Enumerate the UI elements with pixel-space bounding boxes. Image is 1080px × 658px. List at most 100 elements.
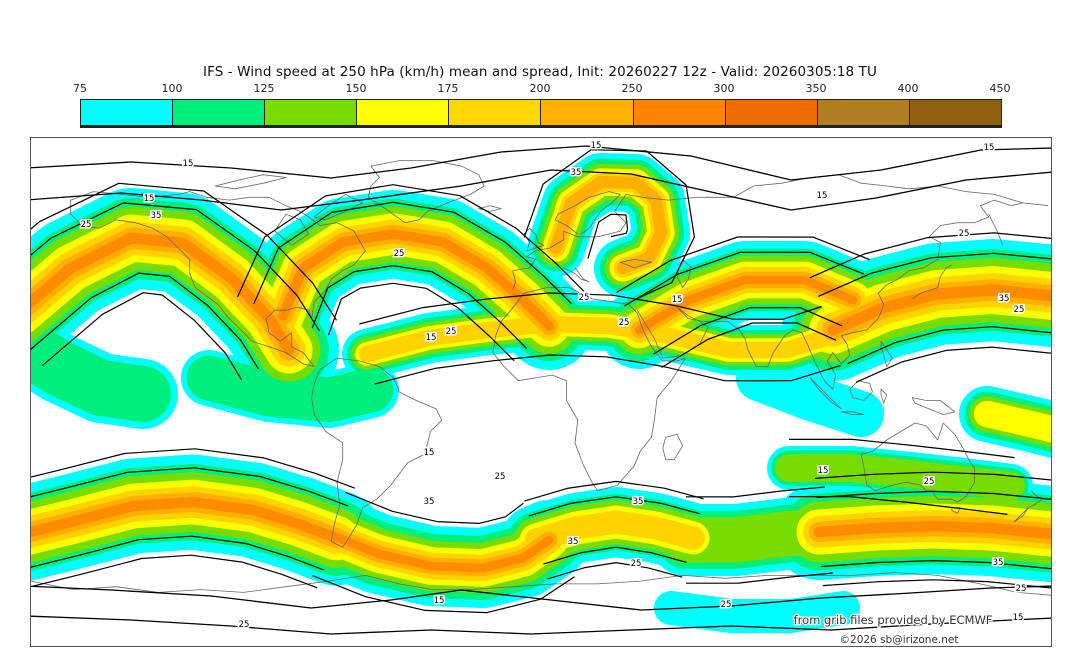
spread-contour-sh-jet-australia-pacific xyxy=(816,490,1051,500)
colorbar-segment xyxy=(448,100,541,125)
spread-contour-sh-band-south-australia xyxy=(789,438,1015,459)
colorbar-segment xyxy=(816,100,909,125)
coastline-arctic-russia xyxy=(668,174,1049,207)
spread-contour-sh-jet-west xyxy=(31,554,318,589)
wind-band-antarctic-coastal xyxy=(654,591,860,633)
contour-label: 35 xyxy=(568,537,579,547)
wind-band-equatorial-indian xyxy=(736,355,884,437)
colorbar-segment xyxy=(81,100,173,125)
contour-label: 25 xyxy=(631,559,642,569)
colorbar-segment xyxy=(632,100,725,125)
spread-contour-nh-jet-north-america xyxy=(31,182,338,321)
coastline-new-guinea xyxy=(911,397,956,415)
colorbar-tick-label: 300 xyxy=(713,82,735,95)
coastline-north-america xyxy=(70,191,366,367)
spread-contour-sh-jet-west xyxy=(31,535,325,571)
contour-label: 15 xyxy=(1013,613,1024,623)
spread-contour-nh-jet-east-asia-pacific xyxy=(855,346,1051,383)
wind-band-nh-jet-central-asia xyxy=(634,275,858,335)
spread-contour-sh-jet-south-africa xyxy=(543,546,687,565)
colorbar-tick-label: 75 xyxy=(73,82,87,95)
contour-25-south xyxy=(31,615,1051,635)
colorbar-tick-label: 350 xyxy=(805,82,827,95)
contour-label: 35 xyxy=(633,497,644,507)
colorbar-tick-label: 450 xyxy=(989,82,1011,95)
spread-contour-sh-jet-south-africa xyxy=(547,562,683,580)
coastline-philippines xyxy=(880,340,893,367)
wind-band-sh-jet-south-africa xyxy=(524,510,705,552)
coastline-south-america xyxy=(311,357,443,548)
contour-label: 15 xyxy=(591,141,602,151)
colorbar-tick-label: 200 xyxy=(529,82,551,95)
spread-contour-nh-jet-central-asia xyxy=(653,307,843,355)
wind-band-equatorial-atlantic xyxy=(186,355,394,423)
contour-label: 25 xyxy=(721,600,732,610)
wind-band-equatorial-pacific-east xyxy=(973,400,1051,443)
contour-label: 15 xyxy=(817,191,828,201)
contour-label: 25 xyxy=(1014,305,1025,315)
spread-contour-nh-jet-east-asia-pacific xyxy=(817,252,1051,297)
spread-contour-sh-jet-south-africa xyxy=(524,480,704,502)
coastline-africa xyxy=(492,287,686,492)
wind-band-sh-band-south-australia xyxy=(775,454,1025,500)
colorbar-tick-label: 250 xyxy=(621,82,643,95)
contour-label: 25 xyxy=(959,229,970,239)
map-panel: 15 15 25 35 25 15 35 15 15 25 25 15 25 35 25 15 25 15 25 35… xyxy=(30,137,1052,647)
spread-contour-nh-jet-north-america xyxy=(31,202,321,332)
spread-contour-sh-jet-west xyxy=(31,467,349,507)
coastline-caspian-sea xyxy=(676,259,692,288)
contour-label: 25 xyxy=(579,293,590,303)
spread-contour-nh-jet-east-asia-pacific xyxy=(847,326,1051,365)
colorbar-tick-label: 400 xyxy=(897,82,919,95)
spread-contour-sh-jet-west xyxy=(31,448,356,489)
coastline-sulawesi xyxy=(880,388,888,404)
wind-band-nh-jet-north-america xyxy=(31,232,295,356)
spread-contour-nh-jet-scandinavia xyxy=(587,213,629,259)
spread-contour-nh-jet-central-asia xyxy=(624,251,865,307)
wind-band-equatorial-pacific-west xyxy=(31,317,171,422)
contour-15-top-inner xyxy=(31,169,1051,211)
contour-label: 15 xyxy=(434,596,445,606)
contour-label: 35 xyxy=(993,558,1004,568)
spread-contour-nh-subtropical-jet-africa-asia xyxy=(374,354,841,385)
spread-contour-sh-jet-indian-ocean xyxy=(685,486,826,498)
spread-contour-sh-jet-indian-ocean xyxy=(685,572,834,584)
coastline-black-sea xyxy=(619,259,652,269)
chart-title: IFS - Wind speed at 250 hPa (km/h) mean … xyxy=(203,64,877,80)
wind-band-nh-jet-atlantic xyxy=(278,229,554,331)
wind-band-nh-subtropical-jet-africa-asia xyxy=(358,315,840,363)
wind-band-nh-jet-scandinavia xyxy=(549,175,668,275)
contour-label: 15 xyxy=(984,143,995,153)
spread-contour-nh-jet-north-america xyxy=(31,272,260,370)
coastline-kamchatka xyxy=(988,214,1004,246)
contour-label: 35 xyxy=(571,168,582,178)
coastline-hudson-bay xyxy=(274,213,310,246)
attribution-source: from grib files provided by ECMWF xyxy=(794,613,993,627)
coastline-japan xyxy=(911,264,952,300)
spread-contour-nh-jet-east-asia-pacific xyxy=(809,232,1051,279)
colorbar-segment xyxy=(724,100,817,125)
coastline-antarctica-coast xyxy=(31,572,1051,596)
coastline-arctic-islands xyxy=(214,174,287,190)
contour-label: 25 xyxy=(446,327,457,337)
contour-label: 35 xyxy=(424,497,435,507)
contour-label: 15 xyxy=(144,194,155,204)
contour-label: 15 xyxy=(183,159,194,169)
wind-band-sh-jet-south-america xyxy=(324,529,554,573)
spread-contour-nh-jet-central-asia xyxy=(616,236,871,294)
wind-band-sh-jet-west xyxy=(31,496,342,544)
spread-contour-sh-jet-australia-pacific xyxy=(821,560,1051,570)
contour-label: 35 xyxy=(999,294,1010,304)
contour-label: 25 xyxy=(1016,584,1027,594)
spread-contour-sh-jet-south-america xyxy=(345,491,524,524)
contour-15-south-outer xyxy=(31,585,1051,611)
colorbar-tick-label: 100 xyxy=(161,82,183,95)
wind-band-sh-jet-australia-pacific xyxy=(813,520,1051,540)
colorbar-segment xyxy=(264,100,357,125)
contour-label: 15 xyxy=(424,448,435,458)
coastline-british-isles xyxy=(523,227,545,252)
contour-label: 15 xyxy=(818,466,829,476)
coastline-madagascar xyxy=(662,433,684,461)
coastline-sumatra xyxy=(809,377,842,410)
coastline-asia-south-east xyxy=(676,199,1023,390)
